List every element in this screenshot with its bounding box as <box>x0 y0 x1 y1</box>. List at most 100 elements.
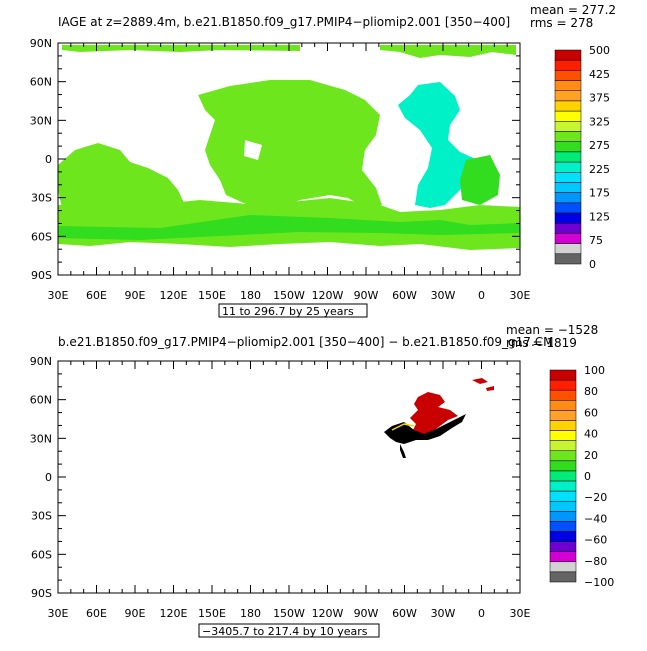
ocean-region-southern-core <box>58 215 520 240</box>
colorbar-label: 80 <box>584 385 598 398</box>
panel-2-x-axis: 30E 60E 90E 120E 150E 180 150W 120W 90W 60W 30W 0 30… <box>48 361 531 620</box>
panel-1-map <box>58 43 520 275</box>
x-tick-label: 180 <box>240 289 261 302</box>
x-tick-label: 150W <box>273 607 305 620</box>
colorbar-swatch <box>554 233 582 244</box>
anomaly-region-gulf-stream <box>384 414 466 444</box>
panel-2-subtitle-box <box>198 623 380 638</box>
colorbar-swatch <box>549 369 577 381</box>
colorbar-swatch <box>549 420 577 431</box>
colorbar-swatch <box>554 141 582 153</box>
y-tick-label: 90S <box>31 587 52 600</box>
colorbar-label: −20 <box>584 491 607 504</box>
y-tick-label: 60S <box>31 230 52 243</box>
ocean-region-pacific <box>198 80 382 210</box>
panel-2-map <box>58 361 520 593</box>
x-tick-label: 30W <box>431 607 456 620</box>
colorbar-label: 325 <box>589 115 610 128</box>
colorbar-label: 425 <box>589 68 610 81</box>
anomaly-region-greenland-sea <box>472 378 494 391</box>
x-tick-label: 120W <box>312 289 344 302</box>
panel-1-title: IAGE at z=2889.4m, b.e21.B1850.f09_g17.P… <box>58 15 510 29</box>
x-tick-label: 120E <box>160 607 188 620</box>
x-tick-label: 30W <box>431 289 456 302</box>
panel-2-y-axis: 90N 60N 30N 0 30S 60S 90S <box>30 355 520 600</box>
panel-1-x-axis: 30E 60E 90E 120E 150E 180 150W 120W 90W 60W 30W 0 30… <box>48 43 531 302</box>
x-tick-label: 60W <box>392 289 417 302</box>
colorbar-swatch <box>549 460 577 472</box>
y-tick-label: 0 <box>45 471 52 484</box>
colorbar-swatch <box>554 202 582 214</box>
panel-1-subtitle-box <box>218 303 368 318</box>
colorbar-swatch <box>549 450 577 462</box>
colorbar-swatch <box>554 110 582 122</box>
panel-1-colorbar: 500 425 375 325 275 225 175 125 75 0 <box>554 44 610 271</box>
y-tick-label: 90N <box>30 37 52 50</box>
colorbar-swatch <box>549 551 577 563</box>
colorbar-swatch <box>549 511 577 522</box>
colorbar-swatch <box>549 490 577 502</box>
colorbar-label: 125 <box>589 210 610 223</box>
colorbar-swatch <box>549 521 577 532</box>
colorbar-swatch <box>549 470 577 482</box>
colorbar-swatch <box>554 80 582 92</box>
panel-1-y-axis: 90N 60N 30N 0 30S 60S 90S <box>30 37 520 282</box>
panel-2-colorbar: 100 80 60 40 20 0 −20 −40 −60 −80 −100 <box>549 364 614 589</box>
x-tick-label: 60E <box>86 607 107 620</box>
colorbar-label: 275 <box>589 139 610 152</box>
x-tick-label: 0 <box>478 607 485 620</box>
panel-2: b.e21.B1850.f09_g17.PMIP4−pliomip2.001 [… <box>30 323 614 638</box>
colorbar-swatch <box>549 430 577 441</box>
colorbar-label: 40 <box>584 428 598 441</box>
x-tick-label: 90E <box>125 607 146 620</box>
colorbar-swatch <box>554 222 582 234</box>
colorbar-label: −100 <box>584 576 614 589</box>
x-tick-label: 180 <box>240 607 261 620</box>
x-tick-label: 60W <box>392 607 417 620</box>
colorbar-label: 0 <box>589 258 596 271</box>
panel-2-stat-rms: rms = 1819 <box>506 336 577 350</box>
ocean-region-arctic <box>62 45 516 58</box>
colorbar-label: 100 <box>584 364 605 377</box>
panel-1-stat-mean: mean = 277.2 <box>530 3 616 17</box>
colorbar-swatch <box>549 500 577 512</box>
colorbar-label: 375 <box>589 92 610 105</box>
x-tick-label: 90W <box>354 607 379 620</box>
y-tick-label: 60N <box>30 76 52 89</box>
ocean-region-south-atlantic <box>460 155 500 205</box>
x-tick-label: 30E <box>48 607 69 620</box>
panel-1-subtitle: 11 to 296.7 by 25 years <box>222 305 354 318</box>
x-tick-label: 30E <box>510 607 531 620</box>
colorbar-swatch <box>554 59 582 71</box>
colorbar-swatch <box>554 172 582 183</box>
x-tick-label: 60E <box>86 289 107 302</box>
x-tick-label: 150E <box>198 289 226 302</box>
y-tick-label: 0 <box>45 153 52 166</box>
colorbar-swatch <box>554 212 582 224</box>
y-tick-label: 30S <box>31 510 52 523</box>
colorbar-label: −40 <box>584 512 607 525</box>
panel-2-subtitle: −3405.7 to 217.4 by 10 years <box>202 625 368 638</box>
y-tick-label: 30N <box>30 432 52 445</box>
y-tick-label: 90S <box>31 269 52 282</box>
ocean-region-indian <box>58 143 185 212</box>
colorbar-swatch <box>554 253 582 265</box>
colorbar-label: −80 <box>584 555 607 568</box>
colorbar-swatch <box>554 100 582 112</box>
x-tick-label: 90W <box>354 289 379 302</box>
colorbar-label: 20 <box>584 449 598 462</box>
colorbar-swatch <box>549 531 577 542</box>
panel-2-title: b.e21.B1850.f09_g17.PMIP4−pliomip2.001 [… <box>58 335 554 349</box>
colorbar-swatch <box>554 182 582 193</box>
y-tick-label: 60S <box>31 548 52 561</box>
colorbar-swatch <box>554 161 582 173</box>
panel-1-stat-rms: rms = 278 <box>530 16 593 30</box>
colorbar-swatch <box>549 389 577 401</box>
colorbar-swatch <box>554 121 582 132</box>
colorbar-swatch <box>554 90 582 102</box>
colorbar-swatch <box>554 70 582 81</box>
colorbar-label: 175 <box>589 187 610 200</box>
colorbar-swatch <box>549 400 577 411</box>
